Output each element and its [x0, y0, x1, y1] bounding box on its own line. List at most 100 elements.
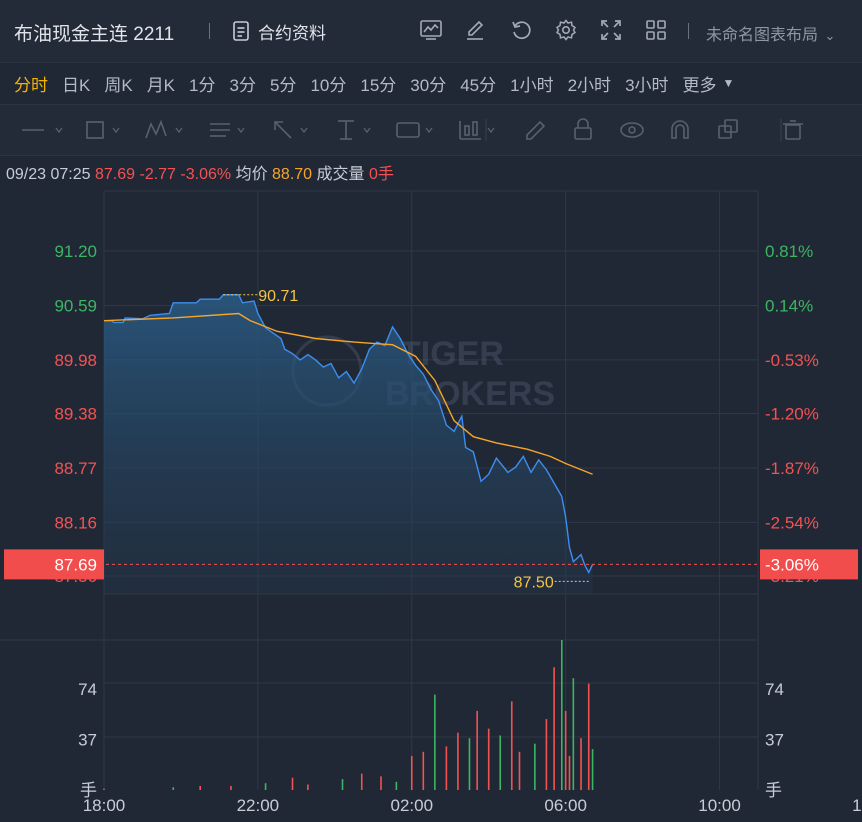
timeframe-10[interactable]: 30分 — [410, 75, 447, 95]
tool-dropdown-caret-icon[interactable] — [425, 127, 433, 134]
volume-bar — [591, 749, 594, 790]
top-bar: 布油现金主连 2211 合约资料 — [0, 0, 862, 63]
y-right-tick-4: -1.87% — [765, 459, 819, 478]
volume-bar — [568, 755, 571, 790]
timeframe-7[interactable]: 5分 — [269, 75, 297, 95]
volume-left-tick-0: 74 — [78, 680, 97, 699]
volume-bar — [518, 751, 521, 790]
info-volume-value: 0手 — [369, 166, 394, 183]
trash-icon[interactable] — [783, 120, 803, 140]
info-datetime: 09/23 07:25 — [6, 166, 91, 183]
volume-bar — [230, 785, 232, 790]
layout-dropdown[interactable]: 未命名图表布局 ⌄ — [706, 21, 835, 45]
grid-layout-icon[interactable] — [643, 17, 669, 43]
volume-unit-left: 手 — [80, 781, 97, 800]
tool-dropdown-caret-icon[interactable] — [363, 127, 371, 134]
info-avg-value: 88.70 — [272, 166, 313, 183]
reset-icon[interactable] — [508, 17, 534, 43]
info-volume-label: 成交量 — [316, 166, 365, 183]
fullscreen-icon[interactable] — [598, 17, 624, 43]
label-tool-icon[interactable] — [396, 122, 420, 138]
timeframe-5[interactable]: 1分 — [189, 75, 216, 95]
tool-dropdown-caret-icon[interactable] — [237, 127, 245, 134]
instrument-title[interactable]: 布油现金主连 2211 — [14, 24, 175, 45]
y-left-tick-1: 90.59 — [54, 296, 97, 315]
info-change-pct: -3.06% — [180, 166, 232, 183]
price-line[interactable] — [104, 294, 594, 574]
timeframe-12[interactable]: 1小时 — [510, 75, 554, 95]
settings-icon[interactable] — [553, 17, 579, 43]
contract-info-label: 合约资料 — [258, 23, 326, 43]
low-label: 87.50 — [514, 574, 554, 591]
timeframe-3[interactable]: 周K — [104, 75, 133, 95]
rect-tool-icon[interactable] — [86, 121, 104, 139]
timeframe-4[interactable]: 月K — [146, 75, 176, 95]
brush-icon[interactable] — [526, 120, 546, 140]
volume-bar — [553, 667, 555, 790]
volume-bar — [103, 788, 105, 790]
tool-dropdown-caret-icon[interactable] — [300, 127, 308, 134]
timeframe-9[interactable]: 15分 — [360, 75, 397, 95]
volume-right-tick-0: 74 — [765, 680, 784, 699]
y-right-tick-5: -2.54% — [765, 513, 819, 532]
contract-info-button[interactable]: 合约资料 — [232, 19, 326, 43]
timeframe-14[interactable]: 3小时 — [625, 75, 669, 95]
volume-bar — [172, 787, 175, 790]
tool-dropdown-caret-icon[interactable] — [487, 127, 495, 134]
y-left-tick-2: 89.98 — [54, 351, 97, 370]
x-tick-1: 22:00 — [237, 796, 280, 815]
candle-tool-icon[interactable] — [459, 121, 481, 140]
indicator-icon[interactable] — [418, 17, 444, 43]
tool-dropdown-caret-icon[interactable] — [175, 127, 183, 134]
more-caret-icon[interactable]: ▼ — [722, 76, 735, 90]
timeframe-2[interactable]: 日K — [62, 75, 91, 95]
volume-bar — [534, 743, 536, 790]
document-icon — [233, 21, 249, 41]
current-pct-label: -3.06% — [765, 555, 819, 574]
volume-bar — [422, 751, 425, 790]
pattern-tool-icon[interactable] — [145, 119, 167, 139]
eye-icon[interactable] — [620, 122, 644, 138]
volume-bar — [434, 694, 436, 790]
volume-bar — [380, 776, 382, 790]
tool-dropdown-caret-icon[interactable] — [55, 127, 63, 134]
timeframe-1[interactable]: 分时 — [14, 75, 48, 95]
current-pct-badge — [760, 549, 858, 580]
timeframe-11[interactable]: 45分 — [460, 75, 497, 95]
timeframe-8[interactable]: 10分 — [310, 75, 347, 95]
volume-right-tick-1: 37 — [765, 731, 784, 750]
info-avg-label: 均价 — [235, 166, 268, 183]
timeframe-6[interactable]: 3分 — [229, 75, 256, 95]
timeframe-13[interactable]: 2小时 — [567, 75, 612, 95]
arrow-tool-icon[interactable] — [274, 121, 292, 139]
y-left-tick-0: 91.20 — [54, 242, 97, 261]
title-separator — [209, 23, 210, 39]
volume-bar — [360, 773, 363, 790]
volume-bar — [510, 701, 513, 790]
draw-edit-icon[interactable] — [462, 17, 488, 43]
volume-bar — [487, 728, 490, 790]
volume-bar — [545, 719, 548, 790]
volume-bar — [561, 640, 563, 790]
volume-bar — [572, 678, 575, 790]
y-right-tick-2: -0.53% — [765, 351, 819, 370]
text-tool-icon[interactable] — [210, 123, 230, 137]
x-tick-4: 10:00 — [698, 796, 741, 815]
chevron-down-icon: ⌄ — [824, 28, 836, 43]
tool-dropdown-caret-icon[interactable] — [112, 127, 120, 134]
copy-icon[interactable] — [718, 119, 738, 139]
x-tick-3: 06:00 — [544, 796, 587, 815]
volume-bar — [457, 732, 459, 790]
info-line: 09/23 07:25 87.69 -2.77 -3.06% 均价 88.70 … — [6, 160, 394, 184]
timeframe-15[interactable]: 更多 — [682, 75, 717, 95]
lock-icon[interactable] — [574, 118, 592, 140]
magnet-icon[interactable] — [671, 120, 689, 139]
average-line[interactable] — [103, 312, 593, 475]
current-price-label: 87.69 — [54, 555, 97, 574]
y-right-tick-3: -1.20% — [765, 405, 819, 424]
x-tick-5: 14:00 — [852, 796, 862, 815]
volume-bar — [580, 738, 582, 790]
y-left-tick-3: 89.38 — [54, 405, 97, 424]
measure-tool-icon[interactable] — [338, 120, 354, 140]
